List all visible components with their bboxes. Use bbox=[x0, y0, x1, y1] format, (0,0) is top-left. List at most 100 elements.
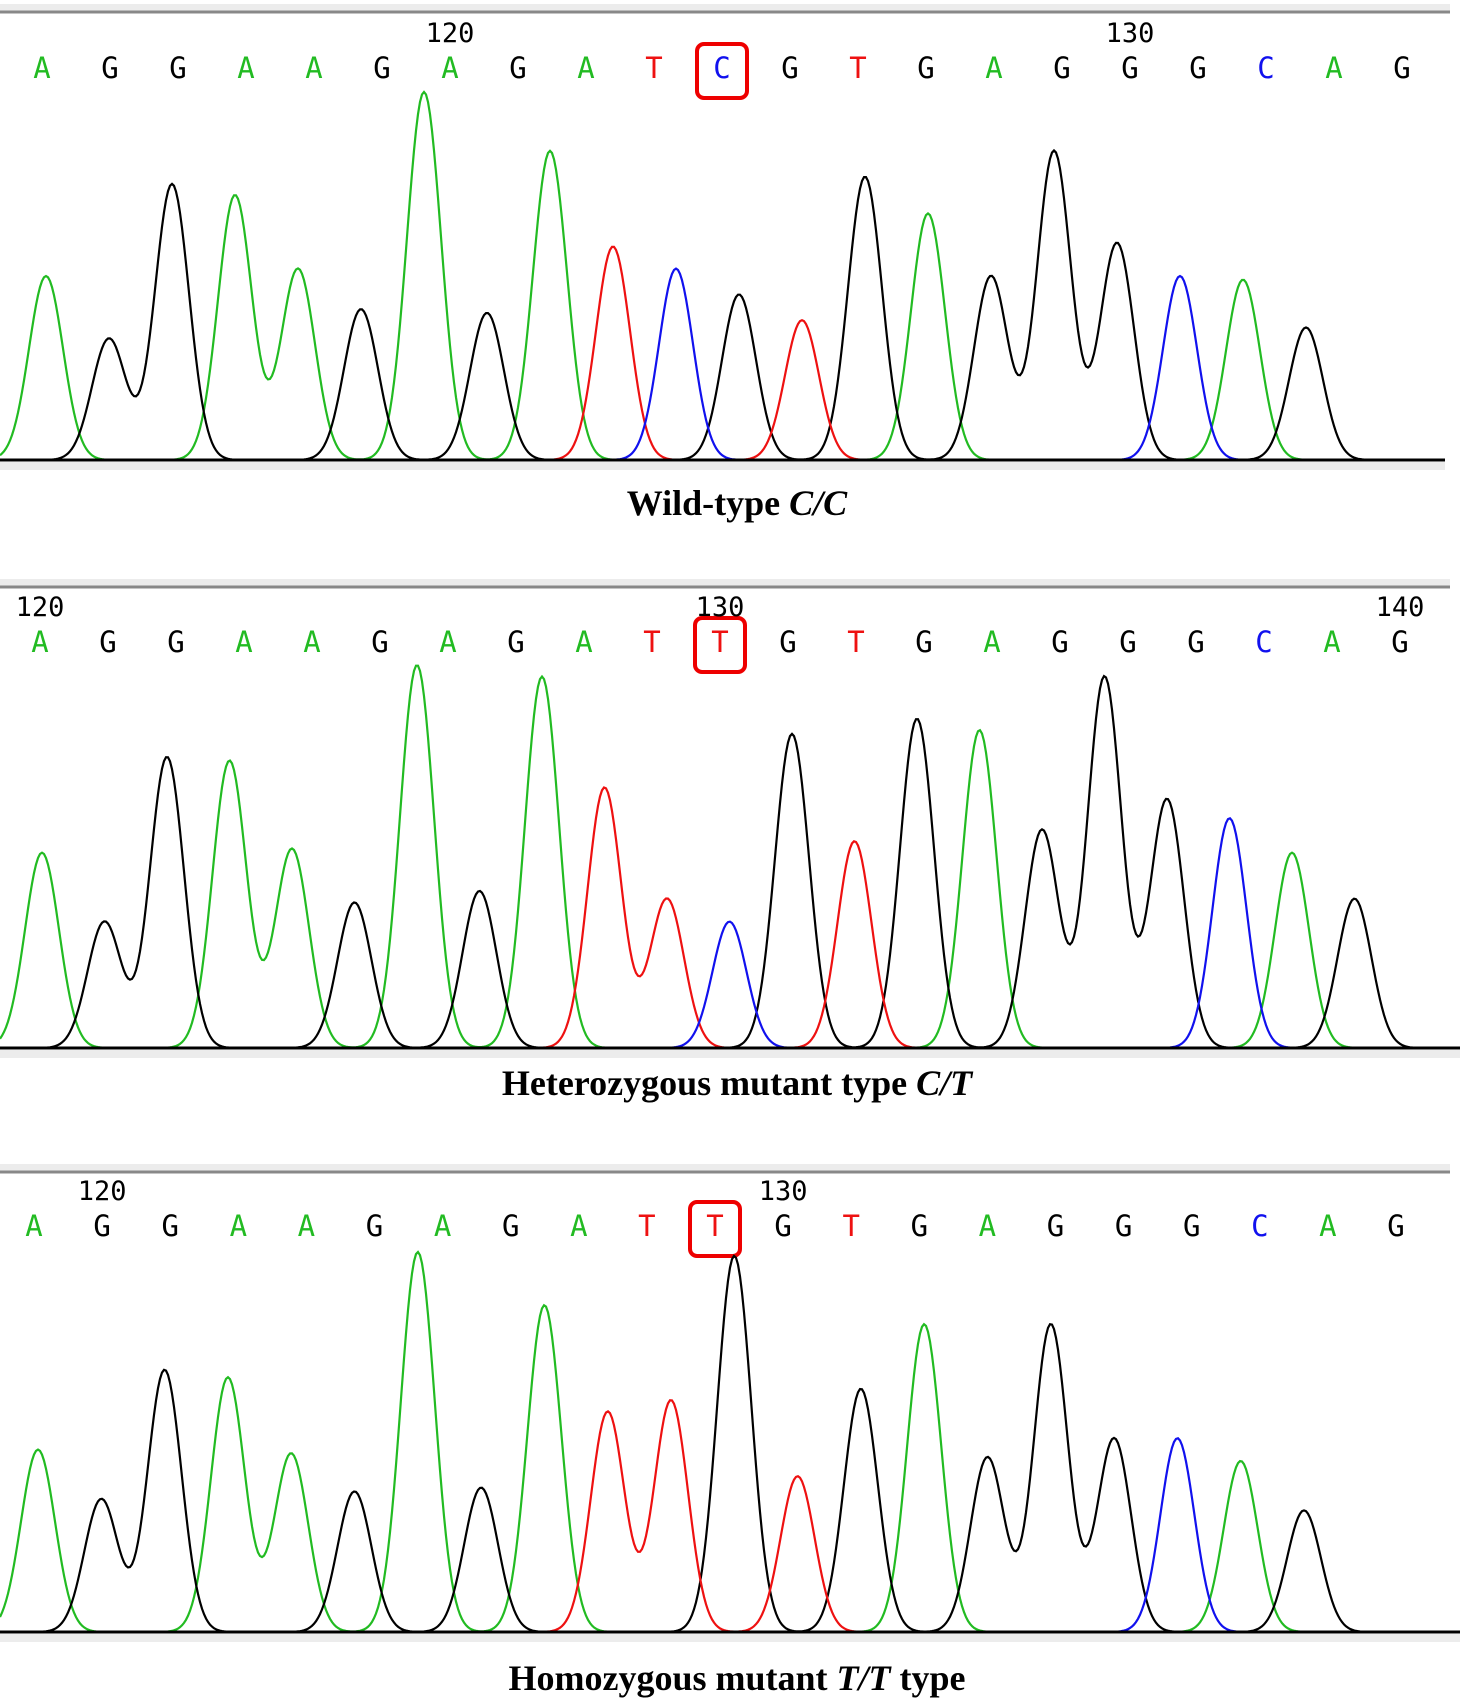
base-call: C bbox=[1255, 625, 1272, 659]
base-call: A bbox=[434, 1209, 451, 1243]
trace-C bbox=[0, 1437, 1460, 1634]
panel-top-bar bbox=[0, 4, 1450, 12]
base-call: A bbox=[33, 51, 50, 85]
base-call: G bbox=[1183, 1209, 1200, 1243]
base-call: G bbox=[101, 51, 118, 85]
base-call: A bbox=[1319, 1209, 1336, 1243]
base-call: G bbox=[1053, 51, 1070, 85]
base-call: C bbox=[1251, 1209, 1268, 1243]
base-call: T bbox=[643, 625, 660, 659]
base-call: G bbox=[169, 51, 186, 85]
base-call: G bbox=[911, 1209, 928, 1243]
base-call: G bbox=[1115, 1209, 1132, 1243]
trace-G bbox=[0, 1254, 1460, 1634]
base-call: A bbox=[985, 51, 1002, 85]
base-call: T bbox=[638, 1209, 655, 1243]
base-call: G bbox=[507, 625, 524, 659]
base-call: G bbox=[915, 625, 932, 659]
position-tick-label: 130 bbox=[696, 592, 745, 623]
base-call: G bbox=[161, 1209, 178, 1243]
panel-bottom-bar bbox=[0, 1634, 1460, 1642]
base-call: G bbox=[917, 51, 934, 85]
base-call: T bbox=[706, 1209, 723, 1243]
base-call: A bbox=[230, 1209, 247, 1243]
base-call: A bbox=[305, 51, 322, 85]
genotype-label-prefix: Wild-type bbox=[627, 483, 789, 523]
chromatogram-panel-1: A G G A A G A G A T C G T G A G G G C A G 120 130 Wild-type C/C bbox=[0, 4, 1450, 523]
genotype-label: Homozygous mutant T/T type bbox=[509, 1658, 966, 1698]
position-tick-label: 120 bbox=[16, 592, 65, 623]
genotype-label-prefix: Heterozygous mutant type bbox=[502, 1063, 916, 1103]
panel-top-bar bbox=[0, 579, 1450, 587]
panel-bottom-bar bbox=[0, 462, 1445, 470]
base-call: G bbox=[1051, 625, 1068, 659]
base-call: G bbox=[99, 625, 116, 659]
base-call: G bbox=[373, 51, 390, 85]
base-call: G bbox=[1047, 1209, 1064, 1243]
base-call: T bbox=[711, 625, 728, 659]
base-call: G bbox=[1119, 625, 1136, 659]
genotype-label: Heterozygous mutant type C/T bbox=[502, 1063, 974, 1103]
base-call: G bbox=[1387, 1209, 1404, 1243]
genotype-label-genotype: C/C bbox=[789, 483, 848, 523]
base-call: A bbox=[439, 625, 456, 659]
base-call: A bbox=[575, 625, 592, 659]
trace-T bbox=[0, 1399, 1460, 1634]
base-call: G bbox=[371, 625, 388, 659]
base-call: C bbox=[713, 51, 730, 85]
base-call: G bbox=[1393, 51, 1410, 85]
base-call: G bbox=[502, 1209, 519, 1243]
base-call: G bbox=[774, 1209, 791, 1243]
panel-top-bar bbox=[0, 1164, 1450, 1172]
base-call: A bbox=[25, 1209, 42, 1243]
position-tick-label: 120 bbox=[426, 18, 475, 49]
base-call: G bbox=[93, 1209, 110, 1243]
base-call: G bbox=[509, 51, 526, 85]
genotype-label-prefix: Homozygous mutant bbox=[509, 1658, 837, 1698]
base-call: A bbox=[577, 51, 594, 85]
trace-T bbox=[0, 786, 1460, 1050]
chromatogram-panel-2: A G G A A G A G A T T G T G A G G G C A G 120 130 140 Heterozygo… bbox=[0, 579, 1460, 1103]
base-call: T bbox=[645, 51, 662, 85]
base-call: A bbox=[235, 625, 252, 659]
genotype-label-suffix: type bbox=[891, 1658, 966, 1698]
base-call: A bbox=[298, 1209, 315, 1243]
base-call: T bbox=[849, 51, 866, 85]
base-call: A bbox=[303, 625, 320, 659]
trace-A bbox=[0, 90, 1444, 462]
base-call: A bbox=[441, 51, 458, 85]
base-call: G bbox=[1187, 625, 1204, 659]
trace-A bbox=[0, 664, 1460, 1050]
base-call: A bbox=[983, 625, 1000, 659]
genotype-label: Wild-type C/C bbox=[627, 483, 848, 523]
genotype-label-genotype: T/T bbox=[837, 1658, 893, 1698]
base-call: A bbox=[1323, 625, 1340, 659]
base-call: A bbox=[979, 1209, 996, 1243]
base-call: G bbox=[366, 1209, 383, 1243]
position-tick-label: 130 bbox=[1106, 18, 1155, 49]
base-call: T bbox=[847, 625, 864, 659]
base-call: G bbox=[1121, 51, 1138, 85]
trace-C bbox=[0, 816, 1460, 1050]
base-call: A bbox=[237, 51, 254, 85]
base-call: G bbox=[779, 625, 796, 659]
genotype-label-genotype: C/T bbox=[916, 1063, 974, 1103]
base-call: A bbox=[31, 625, 48, 659]
highlighted-base-box bbox=[688, 1200, 742, 1258]
base-call: C bbox=[1257, 51, 1274, 85]
base-call: G bbox=[167, 625, 184, 659]
panel-bottom-bar bbox=[0, 1050, 1460, 1058]
position-tick-label: 140 bbox=[1376, 592, 1425, 623]
trace-A bbox=[0, 1250, 1460, 1634]
highlighted-base-box bbox=[693, 616, 747, 674]
base-call: G bbox=[1189, 51, 1206, 85]
base-call: A bbox=[1325, 51, 1342, 85]
base-call: G bbox=[1391, 625, 1408, 659]
position-tick-label: 120 bbox=[78, 1176, 127, 1207]
base-call: G bbox=[781, 51, 798, 85]
highlighted-base-box bbox=[695, 42, 749, 100]
base-call: T bbox=[842, 1209, 859, 1243]
base-call: A bbox=[570, 1209, 587, 1243]
